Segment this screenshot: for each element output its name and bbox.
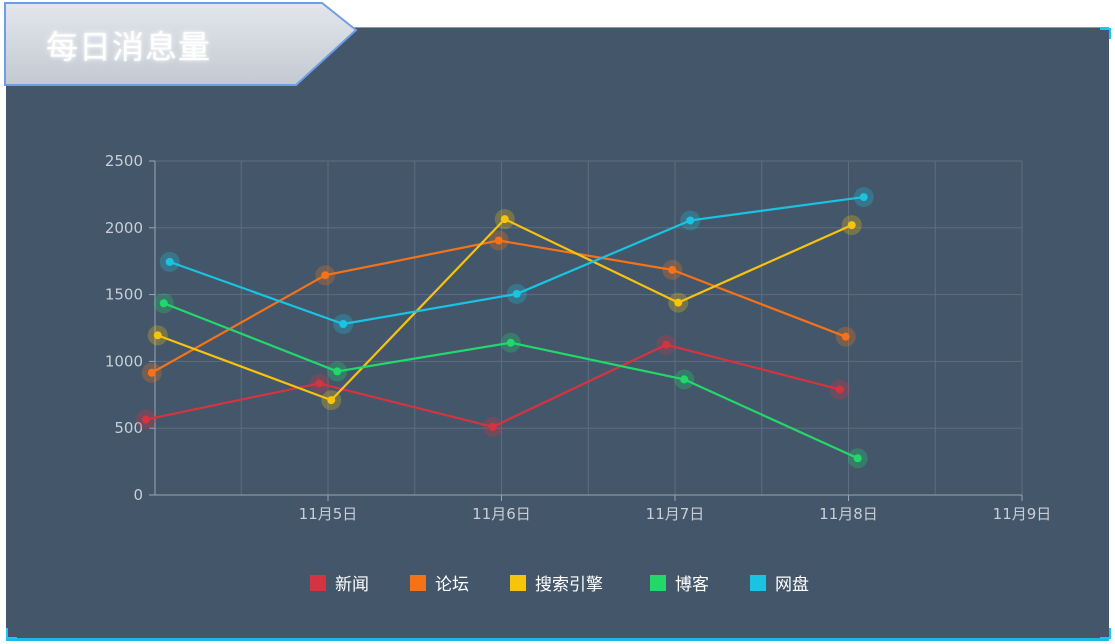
data-point bbox=[147, 368, 156, 377]
series-line bbox=[151, 239, 847, 374]
data-point bbox=[159, 299, 168, 308]
data-point bbox=[853, 454, 862, 463]
data-point bbox=[500, 215, 509, 224]
series-line bbox=[163, 302, 859, 460]
legend-item[interactable]: 新闻 bbox=[310, 575, 369, 595]
y-tick-label: 2000 bbox=[105, 219, 143, 237]
data-point bbox=[662, 340, 671, 349]
data-point bbox=[686, 216, 695, 225]
data-point bbox=[494, 236, 503, 245]
data-point bbox=[315, 379, 324, 388]
series-line bbox=[145, 343, 841, 428]
series-4 bbox=[159, 187, 874, 334]
x-tick-label: 11月9日 bbox=[993, 505, 1052, 523]
data-point bbox=[165, 257, 174, 266]
data-point bbox=[333, 367, 342, 376]
data-point bbox=[327, 396, 336, 405]
series-lines bbox=[135, 187, 874, 469]
data-point bbox=[835, 385, 844, 394]
data-point bbox=[859, 193, 868, 202]
legend-label: 新闻 bbox=[335, 575, 369, 595]
chart-title: 每日消息量 bbox=[46, 28, 212, 66]
corner-decoration-bottom-left bbox=[6, 628, 17, 639]
series-1 bbox=[141, 230, 856, 383]
x-tick-label: 11月6日 bbox=[472, 505, 531, 523]
legend-swatch bbox=[650, 575, 666, 591]
data-point bbox=[141, 415, 150, 424]
series-0 bbox=[135, 334, 850, 437]
data-point bbox=[153, 331, 162, 340]
y-tick-label: 500 bbox=[114, 419, 143, 437]
legend-swatch bbox=[750, 575, 766, 591]
data-point bbox=[847, 221, 856, 230]
data-point bbox=[512, 289, 521, 298]
y-tick-label: 1500 bbox=[105, 286, 143, 304]
x-tick-label: 11月7日 bbox=[646, 505, 705, 523]
data-point bbox=[506, 338, 515, 347]
data-point bbox=[674, 298, 683, 307]
series-3 bbox=[153, 293, 868, 469]
legend-item[interactable]: 网盘 bbox=[750, 575, 809, 595]
title-tab bbox=[4, 2, 358, 86]
data-point bbox=[339, 319, 348, 328]
chart-panel bbox=[6, 27, 1109, 641]
legend-label: 论坛 bbox=[435, 575, 469, 595]
series-2 bbox=[147, 209, 862, 411]
corner-decoration-top-right bbox=[1100, 28, 1111, 39]
legend-swatch bbox=[410, 575, 426, 591]
grid-lines bbox=[155, 160, 1023, 495]
corner-decoration-bottom-right bbox=[1100, 628, 1111, 639]
data-point bbox=[668, 265, 677, 274]
legend-label: 博客 bbox=[675, 575, 709, 595]
data-point bbox=[488, 422, 497, 431]
legend-label: 网盘 bbox=[775, 575, 809, 595]
x-tick-label: 11月8日 bbox=[819, 505, 878, 523]
axes: 0 500 1000 1500 2000 2500 11月5日 11月6日 11月7日 11月8日… bbox=[105, 152, 1052, 523]
legend-swatch bbox=[510, 575, 526, 591]
legend-item[interactable]: 论坛 bbox=[410, 575, 469, 595]
data-point bbox=[841, 332, 850, 341]
y-tick-label: 0 bbox=[133, 486, 143, 504]
data-point bbox=[321, 271, 330, 280]
data-point bbox=[680, 375, 689, 384]
legend-item[interactable]: 博客 bbox=[650, 575, 709, 595]
legend-swatch bbox=[310, 575, 326, 591]
legend: 新闻 论坛 搜索引擎 博客 网盘 bbox=[310, 575, 809, 595]
legend-item[interactable]: 搜索引擎 bbox=[510, 575, 603, 595]
legend-label: 搜索引擎 bbox=[535, 575, 603, 595]
x-tick-label: 11月5日 bbox=[299, 505, 358, 523]
y-tick-label: 1000 bbox=[105, 352, 143, 370]
y-tick-label: 2500 bbox=[105, 152, 143, 170]
